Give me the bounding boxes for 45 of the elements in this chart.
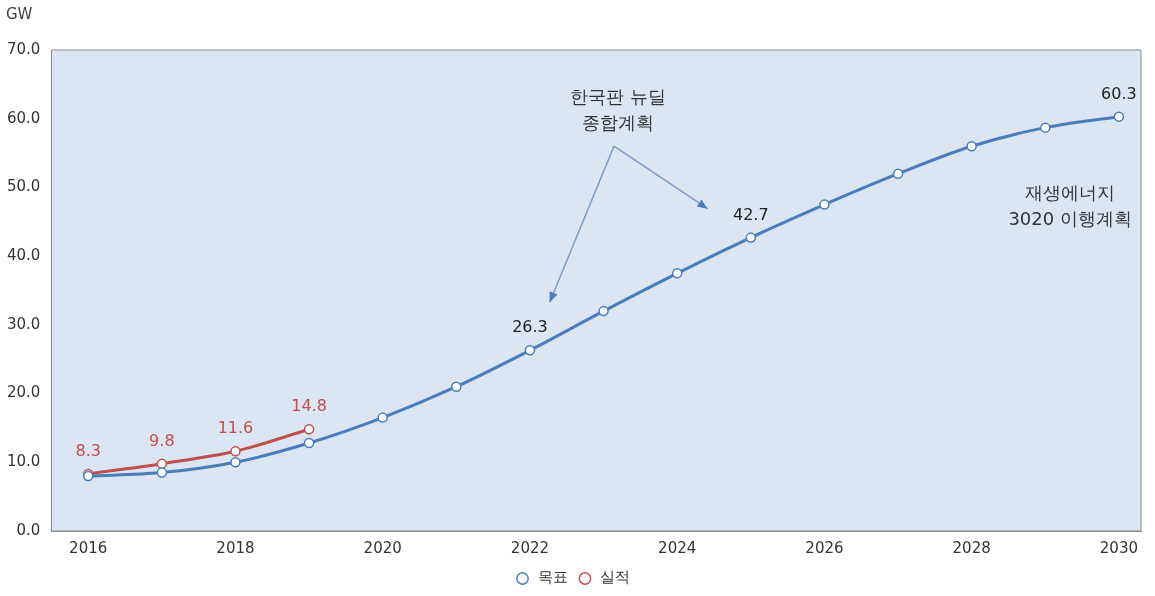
point bbox=[892, 168, 904, 179]
x-tick-label: 2018 bbox=[216, 538, 255, 557]
annotation: 재생에너지 3020 이행계획 bbox=[1008, 181, 1132, 229]
x-tick-label: 2024 bbox=[658, 538, 697, 557]
annotation: 한국판 뉴딜 종합계획 bbox=[570, 85, 666, 133]
y-tick-label: 30.0 bbox=[6, 314, 41, 333]
y-axis-title: GW bbox=[6, 5, 33, 24]
data-label: 8.3 bbox=[75, 441, 101, 461]
x-tick-label: 2016 bbox=[69, 538, 108, 557]
y-tick-label: 20.0 bbox=[6, 383, 41, 402]
y-tick-label: 70.0 bbox=[6, 39, 41, 58]
data-label: 14.8 bbox=[291, 396, 327, 416]
point bbox=[966, 140, 977, 152]
x-tick-label: 2020 bbox=[363, 538, 402, 557]
data-label: 60.3 bbox=[1101, 83, 1137, 103]
y-tick-label: 50.0 bbox=[6, 177, 41, 196]
point bbox=[303, 424, 315, 435]
point bbox=[819, 199, 830, 210]
point bbox=[451, 381, 462, 392]
point bbox=[524, 345, 536, 356]
legend-label: 실적 bbox=[600, 568, 630, 587]
x-tick-label: 2030 bbox=[1099, 538, 1139, 557]
data-label: 26.3 bbox=[512, 317, 548, 337]
point bbox=[303, 437, 315, 449]
x-tick-label: 2026 bbox=[805, 538, 844, 557]
y-tick-label: 60.0 bbox=[6, 108, 41, 127]
point bbox=[1040, 122, 1051, 133]
x-tick-label: 2022 bbox=[510, 538, 550, 557]
data-label: 42.7 bbox=[732, 204, 769, 224]
legend-label: 목표 bbox=[537, 568, 568, 587]
data-label: 11.6 bbox=[217, 418, 254, 438]
y-tick-label: 40.0 bbox=[6, 246, 41, 265]
point bbox=[745, 232, 757, 243]
point bbox=[156, 458, 168, 469]
point bbox=[598, 305, 609, 317]
y-tick-label: 0.0 bbox=[16, 520, 41, 539]
y-tick-label: 10.0 bbox=[6, 452, 41, 471]
point bbox=[377, 412, 388, 423]
x-tick-label: 2028 bbox=[952, 538, 991, 557]
point bbox=[156, 467, 168, 478]
point bbox=[230, 446, 241, 457]
point bbox=[671, 268, 683, 279]
point bbox=[230, 457, 241, 468]
data-label: 9.8 bbox=[149, 430, 175, 450]
point bbox=[1113, 111, 1125, 122]
